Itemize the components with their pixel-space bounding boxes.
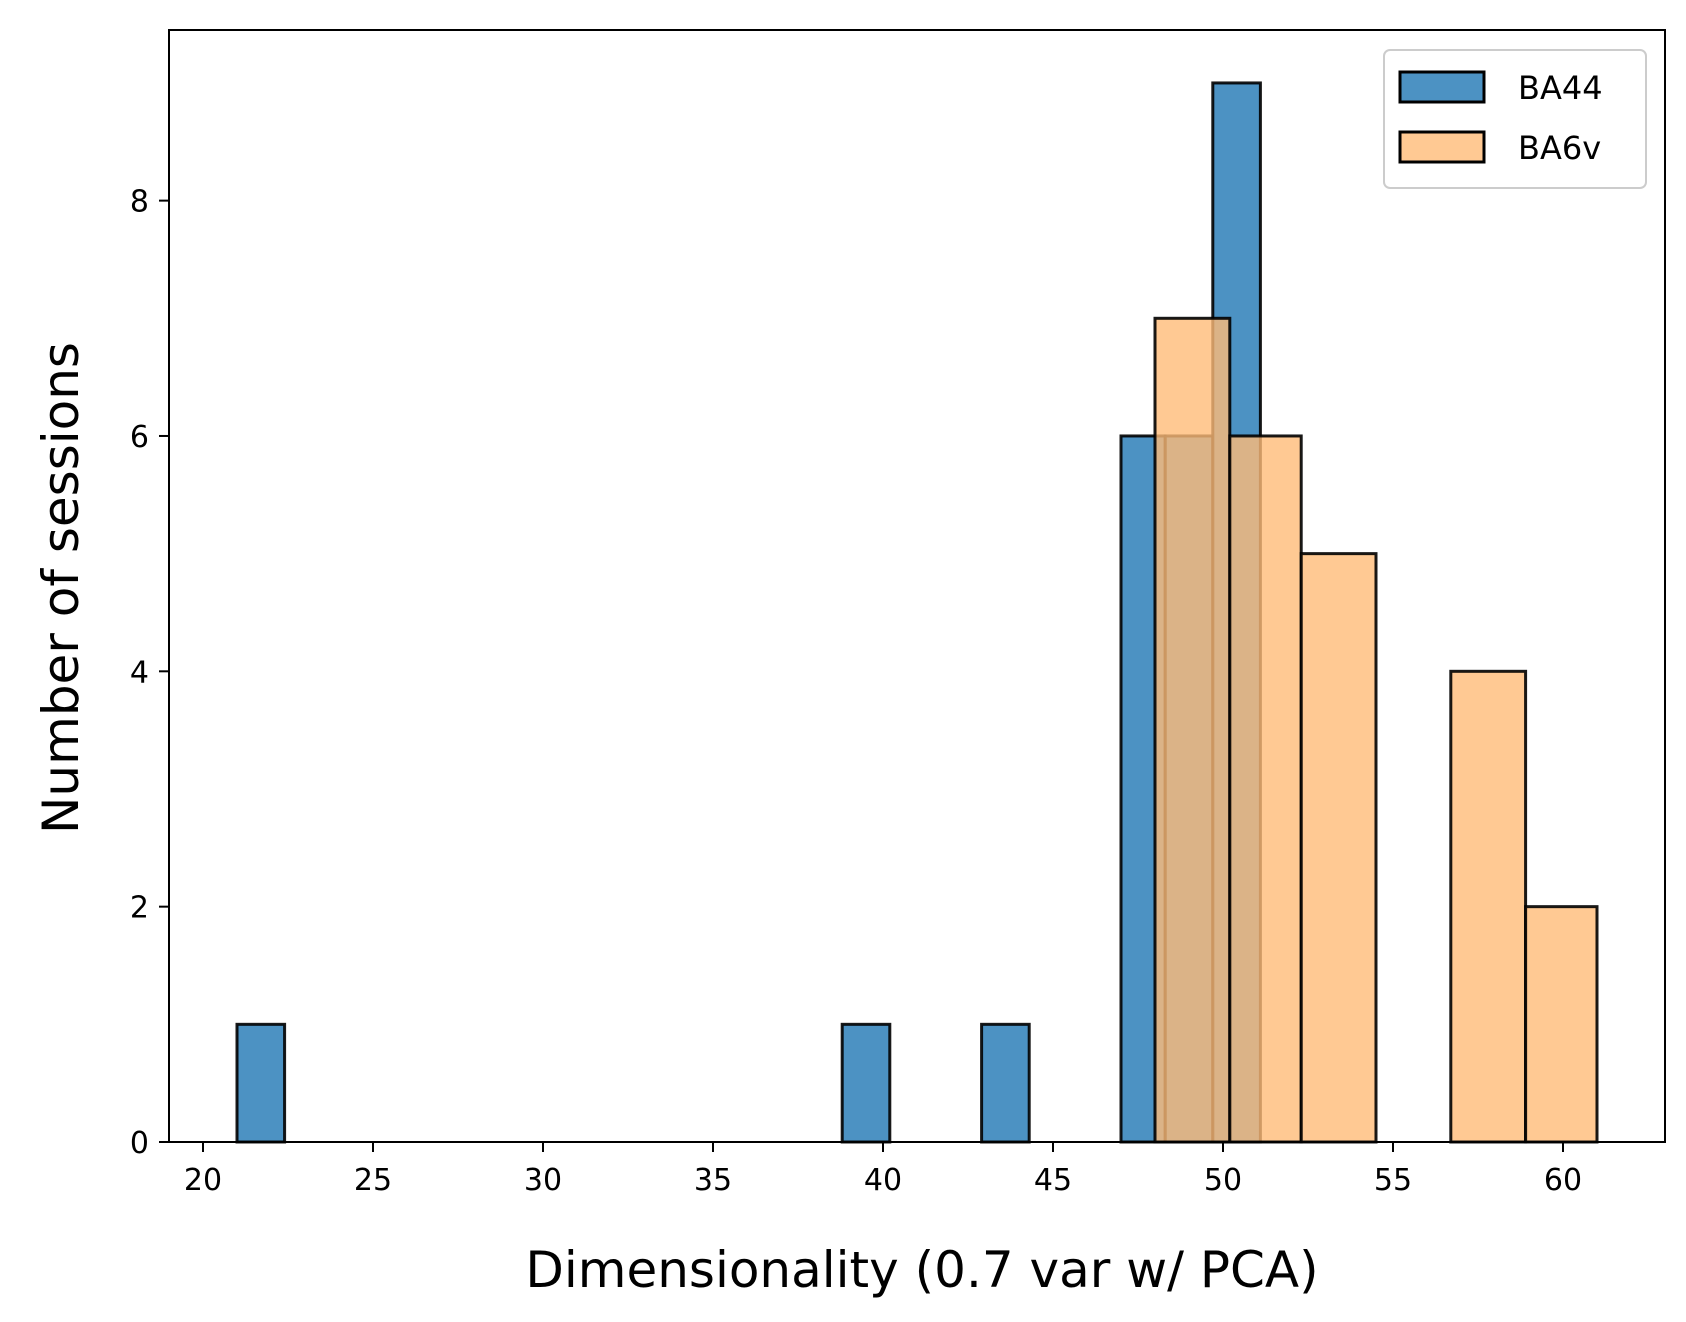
- bar-BA6v-1: [1228, 434, 1303, 1144]
- y-tick-label-8: 8: [130, 185, 149, 220]
- legend: BA44 BA6v: [1383, 49, 1647, 189]
- bar-BA44-2: [840, 1022, 892, 1144]
- bar-BA44-0: [235, 1022, 287, 1144]
- y-tick-label-4: 4: [130, 655, 149, 690]
- bar-BA44-4: [980, 1022, 1031, 1144]
- x-tick-label-45: 45: [1034, 1163, 1072, 1198]
- series-BA6v: [1153, 316, 1599, 1144]
- axes-frame: [168, 29, 1666, 1143]
- y-axis-label: Number of sessions: [32, 342, 90, 834]
- legend-label-BA44: BA44: [1518, 69, 1603, 107]
- axes: 20 25 30 35 40 45 50 55 60 0 2 4 6 8: [130, 29, 1666, 1198]
- plot-area: [235, 81, 1599, 1144]
- bar-BA6v-4: [1449, 669, 1528, 1144]
- legend-swatch-BA44: [1398, 70, 1486, 104]
- y-tick-label-0: 0: [130, 1126, 149, 1161]
- x-tick-label-40: 40: [864, 1163, 902, 1198]
- x-tick-label-50: 50: [1204, 1163, 1242, 1198]
- legend-swatch-BA6v: [1398, 130, 1486, 164]
- x-tick-label-55: 55: [1374, 1163, 1412, 1198]
- bar-BA6v-0: [1153, 316, 1232, 1144]
- x-tick-label-60: 60: [1544, 1163, 1582, 1198]
- x-tick-label-25: 25: [354, 1163, 392, 1198]
- bar-BA6v-5: [1524, 905, 1599, 1144]
- bar-BA6v-2: [1299, 552, 1378, 1144]
- y-tick-label-2: 2: [130, 891, 149, 926]
- x-axis-label: Dimensionality (0.7 var w/ PCA): [525, 1241, 1318, 1299]
- x-tick-label-35: 35: [694, 1163, 732, 1198]
- x-tick-label-20: 20: [184, 1163, 222, 1198]
- x-tick-label-30: 30: [524, 1163, 562, 1198]
- legend-label-BA6v: BA6v: [1518, 129, 1601, 167]
- y-tick-label-6: 6: [130, 420, 149, 455]
